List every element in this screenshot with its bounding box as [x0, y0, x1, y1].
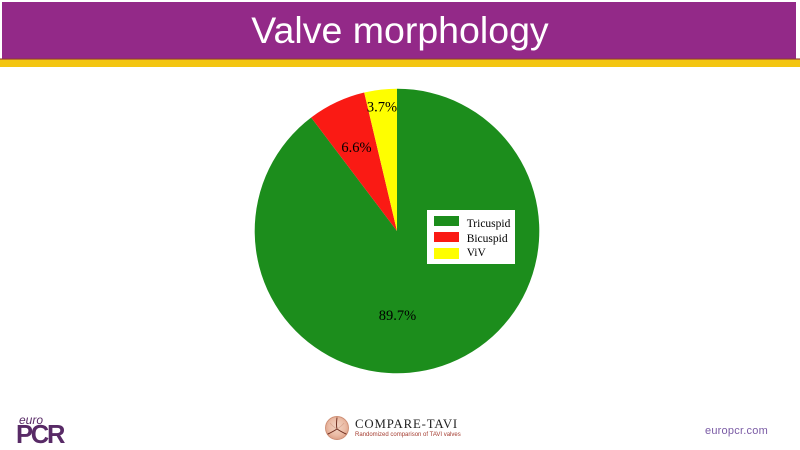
svg-text:3.7%: 3.7%: [367, 100, 397, 116]
svg-text:6.6%: 6.6%: [341, 140, 371, 156]
svg-text:89.7%: 89.7%: [379, 308, 416, 324]
